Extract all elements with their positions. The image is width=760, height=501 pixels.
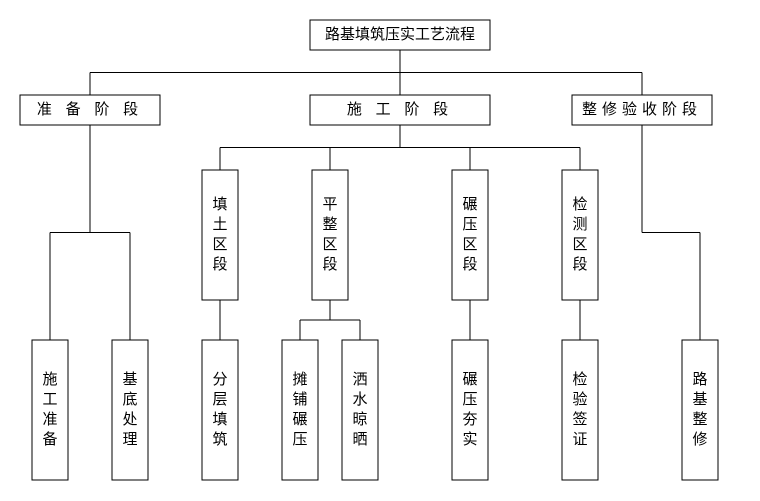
leaf-l5: [342, 340, 378, 480]
section-s1: [202, 170, 238, 300]
leaf-l8: [682, 340, 718, 480]
phase-p2-label: 施 工 阶 段: [347, 101, 453, 118]
leaf-l4: [282, 340, 318, 480]
section-s2: [312, 170, 348, 300]
phase-p1-label: 准 备 阶 段: [37, 101, 143, 118]
title-box-label: 路基填筑压实工艺流程: [325, 26, 475, 43]
leaf-l7: [562, 340, 598, 480]
leaf-l1: [32, 340, 68, 480]
phase-p3-label: 整修验收阶段: [582, 101, 702, 118]
leaf-l3: [202, 340, 238, 480]
leaf-l6: [452, 340, 488, 480]
leaf-l2: [112, 340, 148, 480]
section-s4: [562, 170, 598, 300]
section-s3: [452, 170, 488, 300]
